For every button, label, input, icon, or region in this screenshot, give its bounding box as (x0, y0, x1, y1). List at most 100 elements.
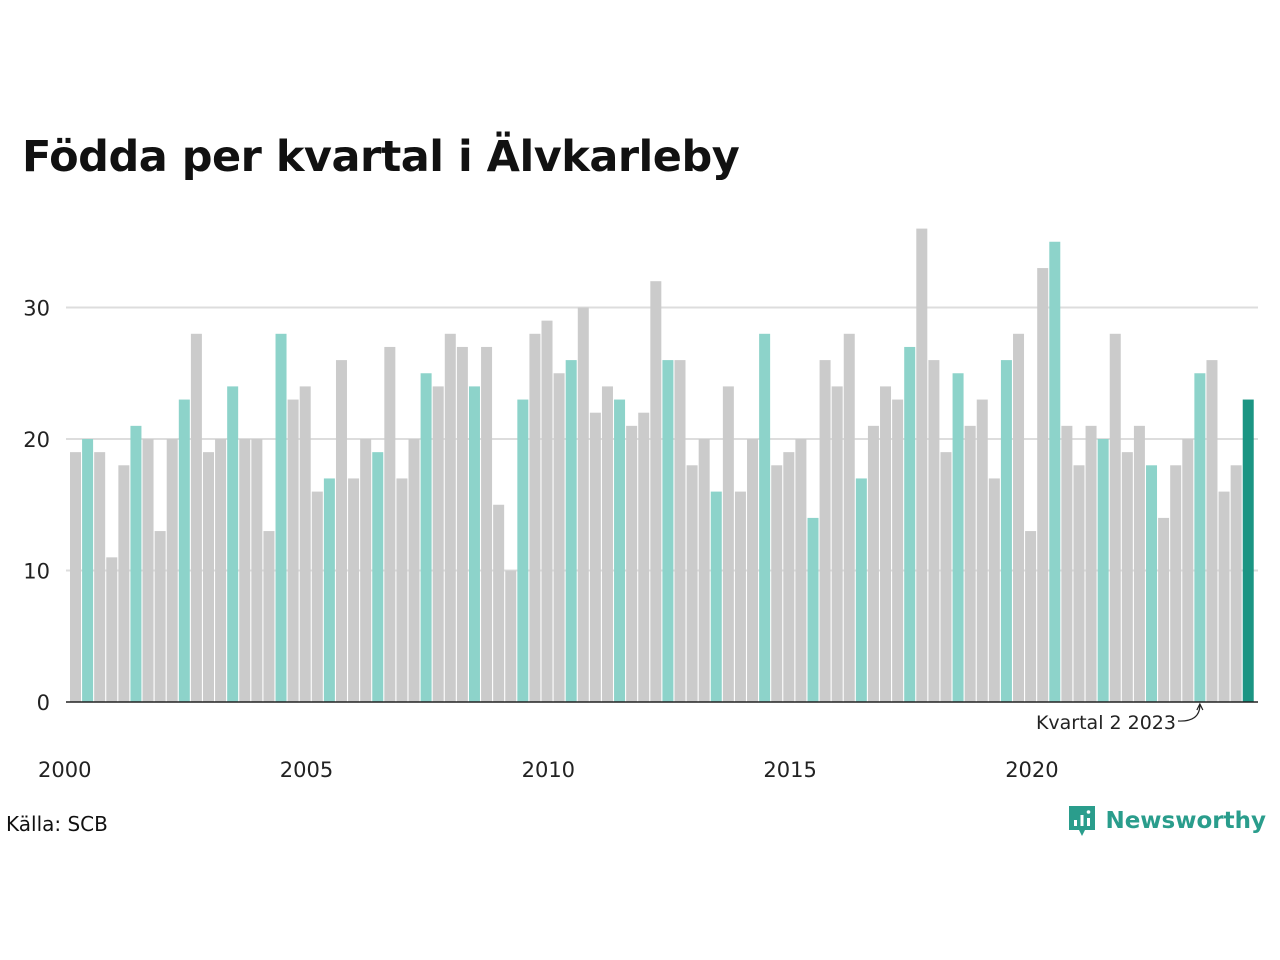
bar (1025, 531, 1037, 702)
bar (130, 425, 142, 702)
bar (1085, 425, 1097, 702)
bar (855, 478, 867, 702)
bar (928, 360, 940, 702)
bar (396, 478, 408, 702)
source-note: Källa: SCB (6, 812, 108, 836)
bar (468, 386, 480, 702)
bar (1182, 439, 1194, 702)
bar (287, 399, 299, 702)
bar (1121, 452, 1133, 702)
bar (1158, 517, 1170, 702)
bar (106, 557, 118, 702)
bar (1206, 360, 1218, 702)
bar (1133, 425, 1145, 702)
bar (1146, 465, 1158, 702)
bar (202, 452, 214, 702)
bar (335, 360, 347, 702)
bar (674, 360, 686, 702)
bar (819, 360, 831, 702)
bar (940, 452, 952, 702)
bar (178, 399, 190, 702)
bar (239, 439, 251, 702)
bar (1230, 465, 1242, 702)
bar (1049, 241, 1061, 702)
bar (807, 517, 819, 702)
bar (710, 491, 722, 702)
bar (783, 452, 795, 702)
bar (541, 320, 553, 702)
bar (323, 478, 335, 702)
bar (976, 399, 988, 702)
bar (1170, 465, 1182, 702)
bar (892, 399, 904, 702)
bar (432, 386, 444, 702)
bar (1097, 439, 1109, 702)
bar (759, 333, 771, 702)
bar (880, 386, 892, 702)
x-tick-label: 2010 (522, 758, 575, 782)
x-tick-label: 2000 (38, 758, 91, 782)
bar (698, 439, 710, 702)
bar (227, 386, 239, 702)
bar (481, 346, 493, 702)
bar (1000, 360, 1012, 702)
bar (1218, 491, 1230, 702)
brand-name: Newsworthy (1105, 808, 1266, 834)
bar (988, 478, 1000, 702)
y-tick-label: 20 (23, 428, 50, 452)
bar (1037, 268, 1049, 702)
annotation-arrow (1177, 704, 1201, 722)
bar (650, 281, 662, 702)
chart-title: Födda per kvartal i Älvkarleby (22, 132, 740, 182)
bar (142, 439, 154, 702)
y-tick-label: 10 (23, 560, 50, 584)
bar (577, 307, 589, 702)
bar (916, 228, 928, 702)
bar (360, 439, 372, 702)
newsworthy-logo-icon (1069, 806, 1096, 836)
bar (1194, 373, 1206, 702)
bar (565, 360, 577, 702)
bar (952, 373, 964, 702)
bar (601, 386, 613, 702)
bar (771, 465, 783, 702)
bar (734, 491, 746, 702)
bar (1242, 399, 1254, 702)
bar (190, 333, 202, 702)
bar (251, 439, 263, 702)
bar (263, 531, 275, 702)
bar (662, 360, 674, 702)
bar (505, 570, 517, 702)
bar (372, 452, 384, 702)
bar (904, 346, 916, 702)
bar (456, 346, 468, 702)
bar (493, 504, 505, 702)
bar (1061, 425, 1073, 702)
bar (722, 386, 734, 702)
y-tick-labels: 0 10 20 30 (23, 297, 50, 716)
bar (529, 333, 541, 702)
bar (275, 333, 287, 702)
x-tick-label: 2020 (1005, 758, 1058, 782)
bar (311, 491, 323, 702)
bar (553, 373, 565, 702)
bars (70, 228, 1254, 702)
bar (831, 386, 843, 702)
bar (444, 333, 456, 702)
bar (614, 399, 626, 702)
bar (299, 386, 311, 702)
x-tick-labels: 2000 2005 2010 2015 2020 (38, 758, 1059, 782)
bar (964, 425, 976, 702)
annotation-arrowhead (1196, 702, 1204, 711)
bar (94, 452, 106, 702)
bar (867, 425, 879, 702)
bar (154, 531, 166, 702)
bar (420, 373, 432, 702)
y-tick-label: 30 (23, 297, 50, 321)
bar (589, 412, 601, 702)
bar (1073, 465, 1085, 702)
x-tick-label: 2015 (763, 758, 816, 782)
annotation: Kvartal 2 2023 (1036, 702, 1204, 734)
bar (795, 439, 807, 702)
y-tick-label: 0 (37, 691, 50, 715)
